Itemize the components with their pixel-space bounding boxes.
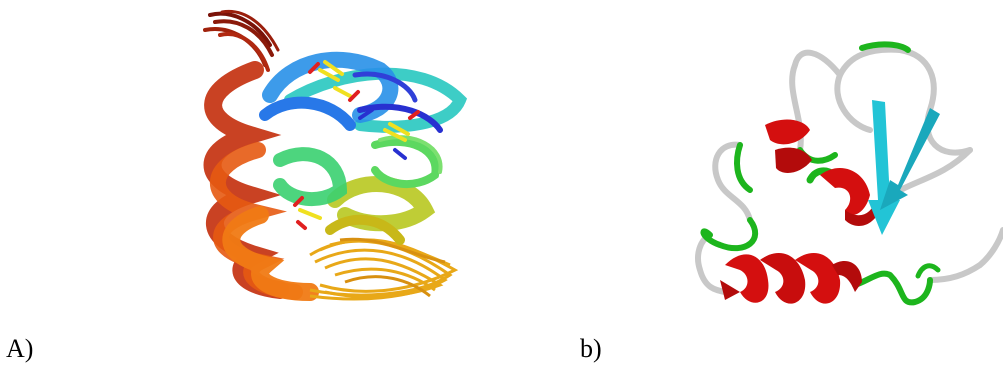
beta-strand-segments [868, 100, 940, 235]
nmr-ensemble-image [160, 0, 480, 320]
ribbon-cartoon-svg [695, 41, 1003, 306]
core-helices [273, 135, 443, 245]
sidechain-sticks [293, 60, 420, 230]
nmr-ensemble-svg [203, 9, 468, 301]
helix-segments [720, 119, 880, 304]
long-helix-bundle [203, 61, 319, 301]
ribbon-cartoon-image [600, 30, 1003, 330]
panel-label-b: b) [580, 334, 602, 363]
c-terminal-strands [309, 237, 459, 301]
n-terminal-strands [203, 9, 280, 72]
panel-label-a: A) [6, 334, 34, 363]
beta-sheet-bundle [259, 51, 468, 133]
coil-segments [695, 46, 1003, 295]
